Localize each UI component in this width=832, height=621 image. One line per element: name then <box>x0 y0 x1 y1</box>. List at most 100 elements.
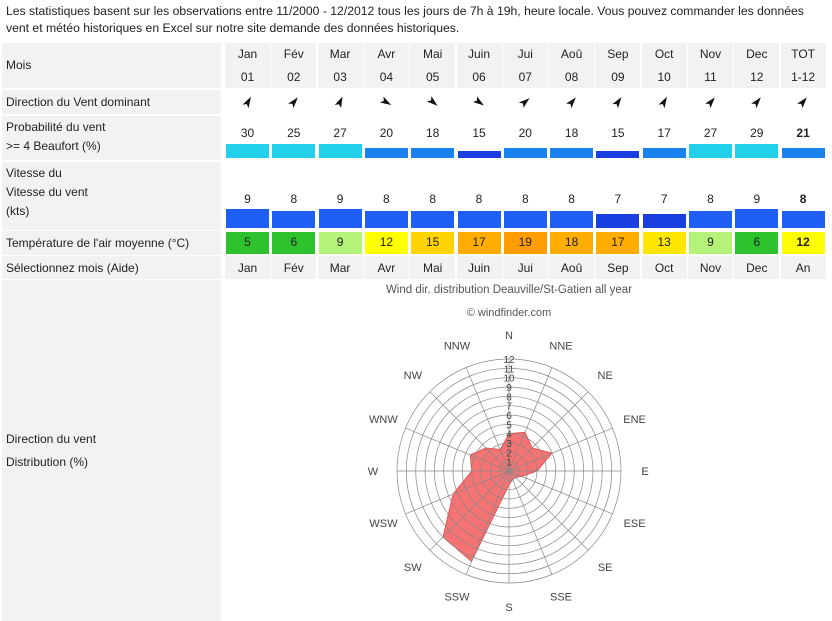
direction-label: SSE <box>550 592 572 604</box>
ring-label: 7 <box>506 402 512 413</box>
select-month-link[interactable]: Avr <box>363 256 409 279</box>
ring-label: 2 <box>506 448 512 459</box>
label-mois: Mois <box>2 43 221 88</box>
probability-bar <box>550 148 594 158</box>
direction-cell <box>595 90 640 114</box>
month-number: 07 <box>518 70 532 84</box>
select-month-label: Juin <box>467 261 490 275</box>
temperature-value: 17 <box>596 232 640 254</box>
select-month-link[interactable]: Sep <box>595 256 641 279</box>
probability-cell: 21 <box>781 116 826 160</box>
select-month-link[interactable]: Mar <box>317 256 363 279</box>
direction-label: SSW <box>444 592 470 604</box>
temperature-cell: 6 <box>734 231 779 255</box>
month-header[interactable]: Nov 11 <box>688 43 733 88</box>
month-header[interactable]: Aoû 08 <box>549 43 595 88</box>
select-month-link[interactable]: Jui <box>502 256 548 279</box>
month-number: 10 <box>657 70 671 84</box>
speed-value: 7 <box>660 192 668 206</box>
speed-value: 8 <box>290 192 298 206</box>
speed-bar <box>642 214 686 228</box>
month-number: 03 <box>333 70 347 84</box>
direction-cell <box>549 90 594 114</box>
select-month-label: Mai <box>423 261 443 275</box>
probability-value: 20 <box>518 126 532 140</box>
temperature-value: 12 <box>781 232 825 254</box>
select-month-link[interactable]: Jan <box>225 256 270 279</box>
month-header[interactable]: Jan 01 <box>225 43 270 88</box>
ring-label: 6 <box>506 411 512 422</box>
wind-arrow-icon <box>519 98 530 108</box>
ring-label: 5 <box>506 420 512 431</box>
speed-bar <box>503 211 547 228</box>
select-month-link[interactable]: Aoû <box>549 256 595 279</box>
probability-bar <box>642 148 686 158</box>
intro-text: Les statistiques basent sur les observat… <box>6 4 804 35</box>
probability-cell: 18 <box>549 116 594 160</box>
month-header[interactable]: Dec 12 <box>734 43 780 88</box>
month-header[interactable]: Avr 04 <box>363 43 409 88</box>
select-month-label: Jan <box>237 261 258 275</box>
month-header[interactable]: Mar 03 <box>317 43 363 88</box>
direction-label: NNW <box>444 340 471 352</box>
select-month-link[interactable]: Oct <box>641 256 687 279</box>
speed-cell: 9 <box>318 162 363 230</box>
month-number: 02 <box>287 70 301 84</box>
speed-value: 9 <box>336 192 344 206</box>
month-number: 05 <box>426 70 440 84</box>
temperature-cell: 18 <box>549 231 594 255</box>
ring-label: 1 <box>506 458 512 469</box>
rose-spoke <box>508 470 613 515</box>
month-number: 04 <box>379 70 394 84</box>
speed-bar <box>735 209 779 228</box>
temperature-value: 5 <box>226 232 269 254</box>
probability-value: 30 <box>240 126 255 140</box>
select-month-link[interactable]: Nov <box>688 256 733 279</box>
select-month-link[interactable]: An <box>780 256 826 279</box>
label-probability: Probabilité du vent >= 4 Beaufort (%) <box>2 116 221 160</box>
month-header[interactable]: Fév 02 <box>271 43 317 88</box>
probability-cell: 27 <box>688 116 733 160</box>
rose-credit: © windfinder.com <box>466 307 552 319</box>
wind-arrow-icon <box>287 97 298 109</box>
rose-spoke <box>405 470 510 515</box>
direction-label: ESE <box>624 518 646 530</box>
direction-label: WNW <box>369 414 398 426</box>
month-number: 01 <box>240 70 255 84</box>
probability-value: 29 <box>750 126 764 140</box>
select-month-link[interactable]: Fév <box>271 256 317 279</box>
select-month-link[interactable]: Juin <box>456 256 502 279</box>
rose-spoke <box>465 367 510 472</box>
probability-bar <box>318 144 362 158</box>
temperature-value: 13 <box>642 232 686 254</box>
probability-cell: 30 <box>225 116 270 160</box>
month-header[interactable]: Sep 09 <box>595 43 641 88</box>
speed-value: 8 <box>707 192 714 206</box>
speed-bar <box>550 211 594 228</box>
probability-cell: 25 <box>271 116 316 160</box>
month-header[interactable]: Juin 06 <box>456 43 502 88</box>
select-month-link[interactable]: Dec <box>734 256 780 279</box>
month-header[interactable]: Mai 05 <box>410 43 456 88</box>
direction-label: NW <box>404 370 423 382</box>
wind-arrow-icon <box>750 97 761 109</box>
probability-cell: 15 <box>595 116 640 160</box>
wind-arrow-icon <box>612 97 622 109</box>
month-name: Sep <box>607 47 629 61</box>
month-name: Jui <box>517 47 533 61</box>
month-header[interactable]: Oct 10 <box>641 43 687 88</box>
probability-value: 18 <box>426 126 440 140</box>
ring-label: 12 <box>503 355 515 366</box>
select-month-link[interactable]: Mai <box>410 256 456 279</box>
wind-arrow-icon <box>334 96 343 109</box>
direction-label: E <box>641 466 648 478</box>
direction-cell <box>364 90 409 114</box>
rose-title: Wind dir. distribution Deauville/St-Gati… <box>385 284 633 296</box>
probability-value: 15 <box>472 126 486 140</box>
speed-value: 8 <box>383 192 390 206</box>
wind-arrow-icon <box>565 97 576 109</box>
probability-cell: 29 <box>734 116 779 160</box>
month-header[interactable]: TOT 1-12 <box>780 43 826 88</box>
month-header[interactable]: Jui 07 <box>502 43 548 88</box>
row-direction: Direction du Vent dominant <box>2 90 828 114</box>
